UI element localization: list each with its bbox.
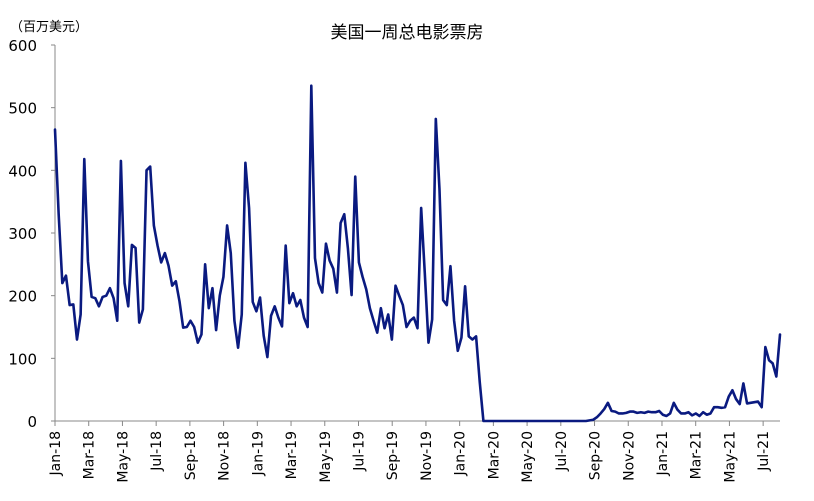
y-tick-label: 500: [8, 100, 37, 118]
x-tick-label: Jan-18: [48, 431, 64, 476]
x-tick-label: Mar-18: [82, 431, 98, 479]
x-tick-label: Nov-19: [419, 431, 435, 481]
chart-series: [53, 84, 782, 423]
x-tick-label: Nov-20: [621, 431, 637, 481]
x-tick-label: May-20: [520, 431, 536, 483]
x-tick-label: Jan-20: [453, 431, 469, 476]
x-tick-label: Nov-18: [217, 431, 233, 481]
chart-title: 美国一周总电影票房: [330, 23, 484, 43]
chart-axes: [51, 44, 780, 426]
x-tick-label: May-18: [115, 431, 131, 483]
x-tick-label: Sep-18: [183, 431, 199, 480]
x-tick-labels: Jan-18 Mar-18 May-18 Jul-18 Sep-18 Nov-18 Jan-…: [48, 431, 772, 483]
x-tick-label: May-19: [318, 431, 334, 483]
x-tick-label: Jul-18: [149, 431, 165, 472]
x-tick-label: Sep-19: [385, 431, 401, 480]
box-office-series-line: [53, 84, 782, 423]
y-tick-labels: 0 100 200 300 400 500 600: [8, 37, 37, 431]
x-tick-label: Jul-19: [351, 431, 367, 472]
x-tick-label: Jul-21: [756, 431, 772, 472]
x-tick-label: Mar-20: [486, 431, 502, 479]
x-tick-label: Mar-21: [689, 431, 705, 479]
x-tick-label: Jul-20: [554, 431, 570, 472]
y-tick-label: 600: [8, 37, 37, 55]
x-tick-label: Jan-19: [250, 431, 266, 476]
x-tick-label: May-21: [722, 431, 738, 483]
x-tick-label: Jan-21: [655, 431, 671, 476]
y-tick-label: 200: [8, 288, 37, 306]
y-tick-label: 0: [27, 413, 37, 431]
x-tick-label: Sep-20: [588, 431, 604, 480]
x-tick-label: Mar-19: [284, 431, 300, 479]
y-tick-label: 300: [8, 225, 37, 243]
y-axis-unit-label: （百万美元）: [10, 20, 89, 35]
y-tick-label: 400: [8, 162, 37, 180]
y-tick-label: 100: [8, 350, 37, 368]
